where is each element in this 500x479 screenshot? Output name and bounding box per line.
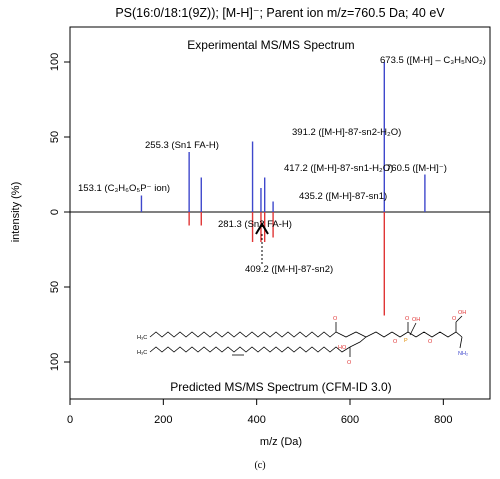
arrow-icon xyxy=(255,222,269,265)
peak-label: 760.5 ([M-H]⁻) xyxy=(386,163,447,174)
x-tick-label: 200 xyxy=(154,414,172,426)
structure-atom-label: O xyxy=(405,316,410,322)
structure-atom-label: O xyxy=(393,339,398,345)
structure-atom-label: NH₂ xyxy=(458,351,468,357)
y-tick-label: 50 xyxy=(49,281,61,293)
molecule-icon xyxy=(149,315,463,357)
structure-atom-label: O xyxy=(347,360,352,366)
x-axis-title: m/z (Da) xyxy=(260,436,302,448)
peak-label: 255.3 (Sn1 FA-H) xyxy=(145,140,219,151)
peak-annotations: 153.1 (C₃H₆O₅P⁻ ion) 255.3 (Sn1 FA-H) 281.… xyxy=(78,55,486,275)
y-tick-label: 0 xyxy=(49,209,61,215)
structure-atom-label: OH xyxy=(458,310,466,316)
peak-label: 435.2 ([M-H]-87-sn1) xyxy=(299,191,387,202)
y-tick-label: 50 xyxy=(49,131,61,143)
y-tick-label: 100 xyxy=(49,353,61,371)
figure-caption: (c) xyxy=(254,460,265,471)
x-tick-label: 400 xyxy=(247,414,265,426)
x-tick-label: 0 xyxy=(67,414,73,426)
peak-series xyxy=(140,62,426,316)
plot-area xyxy=(69,26,491,400)
structure-atom-label: O xyxy=(452,316,457,322)
peak-label: 391.2 ([M-H]-87-sn2-H₂O) xyxy=(292,127,401,138)
structure-atom-label: H₃C xyxy=(137,335,147,341)
peak-label: 673.5 ([M-H] – C₃H₅NO₂) xyxy=(380,55,486,66)
structure-atom-label: O xyxy=(333,316,338,322)
structure-atom-label: O xyxy=(428,339,433,345)
structure-atom-label: P xyxy=(404,338,408,344)
y-axis-title: intensity (%) xyxy=(10,182,22,243)
peak-label: 417.2 ([M-H]-87-sn1-H₂O) xyxy=(284,163,393,174)
peak-label: 409.2 ([M-H]-87-sn2) xyxy=(245,264,333,275)
predicted-label: Predicted MS/MS Spectrum (CFM-ID 3.0) xyxy=(170,380,391,394)
structure-atom-label: HO xyxy=(338,345,347,351)
x-tick-label: 600 xyxy=(341,414,359,426)
x-tick-label: 800 xyxy=(434,414,452,426)
structure-atom-label: OH xyxy=(412,317,420,323)
experimental-label: Experimental MS/MS Spectrum xyxy=(187,38,354,52)
peak-label: 281.3 (Sn2 FA-H) xyxy=(218,219,292,230)
axis-ticks: 0 200 400 600 800 0 50 100 50 100 xyxy=(49,53,453,426)
structure-atom-label: H₃C xyxy=(137,350,147,356)
y-tick-label: 100 xyxy=(49,53,61,71)
plot-title: PS(16:0/18:1(9Z)); [M-H]⁻; Parent ion m/… xyxy=(115,6,445,20)
peak-label: 153.1 (C₃H₆O₅P⁻ ion) xyxy=(78,183,170,194)
